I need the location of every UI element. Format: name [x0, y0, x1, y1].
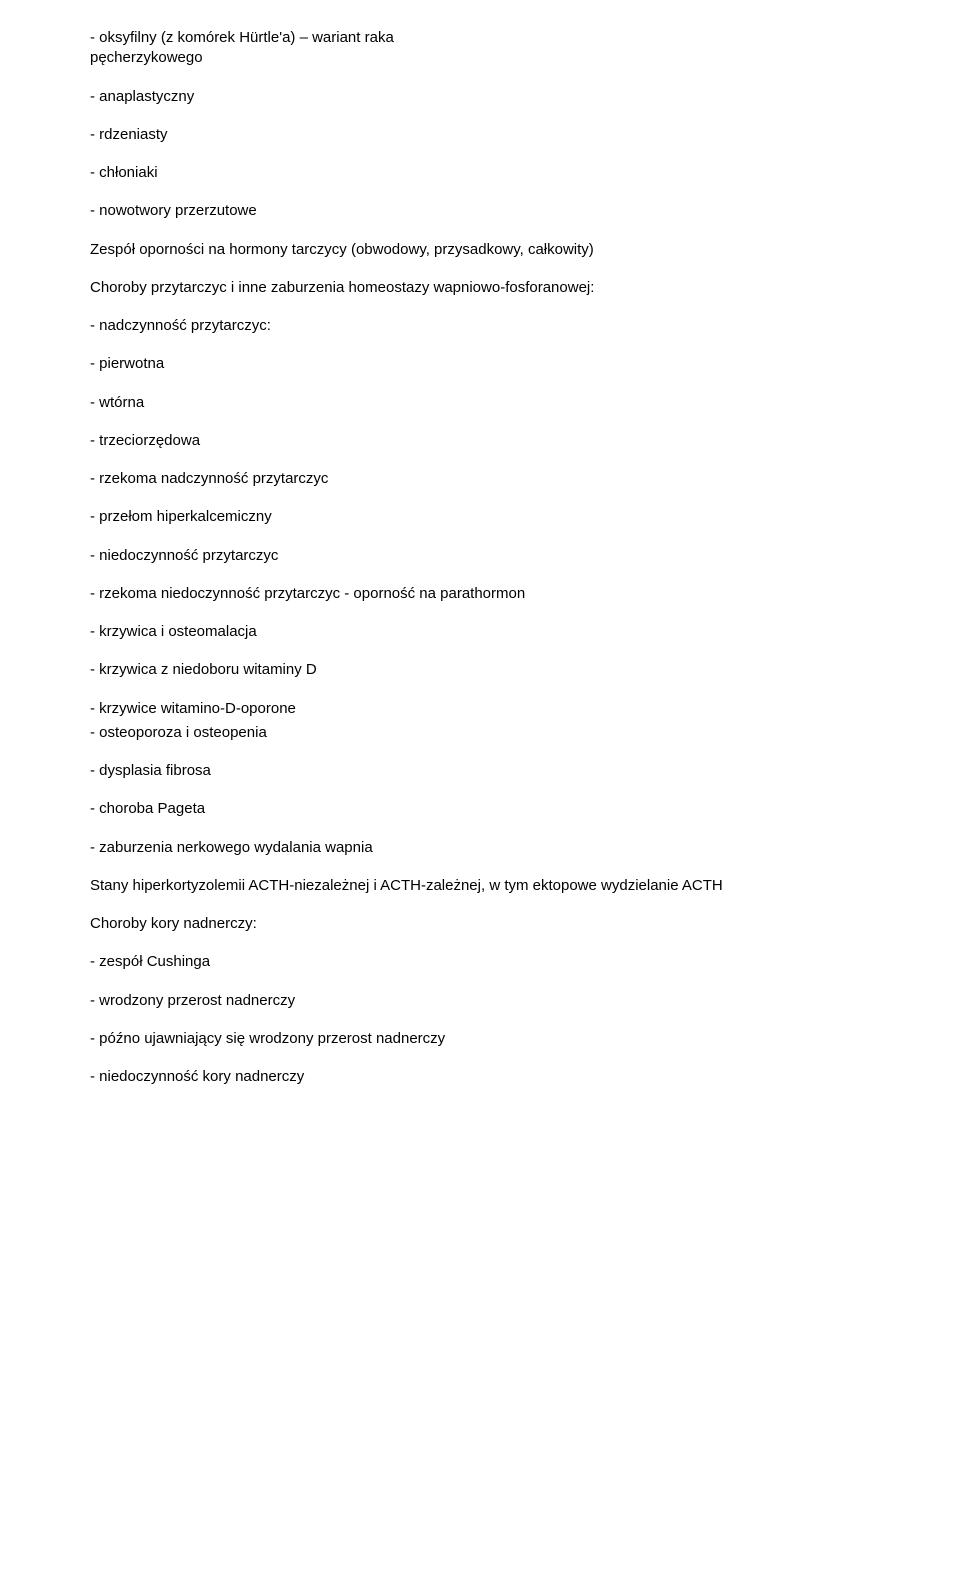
list-item: - przełom hiperkalcemiczny [90, 507, 870, 527]
list-item: - rzekoma nadczynność przytarczyc [90, 469, 870, 489]
list-item: - oksyfilny (z komórek Hürtle'a) – waria… [90, 28, 870, 69]
list-item: - zespół Cushinga [90, 952, 870, 972]
list-item: - choroba Pageta [90, 799, 870, 819]
list-item: - wtórna [90, 393, 870, 413]
text-line: pęcherzykowego [90, 48, 870, 68]
list-item: - niedoczynność kory nadnerczy [90, 1067, 870, 1087]
list-item: - niedoczynność przytarczyc [90, 546, 870, 566]
paragraph: Zespół oporności na hormony tarczycy (ob… [90, 240, 870, 260]
paragraph: Choroby przytarczyc i inne zaburzenia ho… [90, 278, 870, 298]
list-item: - osteoporoza i osteopenia [90, 723, 870, 743]
list-item: - wrodzony przerost nadnerczy [90, 991, 870, 1011]
list-item: - zaburzenia nerkowego wydalania wapnia [90, 838, 870, 858]
text-line: - oksyfilny (z komórek Hürtle'a) – waria… [90, 28, 870, 48]
paragraph: Stany hiperkortyzolemii ACTH-niezależnej… [90, 876, 870, 896]
list-item: - krzywica z niedoboru witaminy D [90, 660, 870, 680]
list-item: - krzywice witamino-D-oporone [90, 699, 870, 719]
list-item: - krzywica i osteomalacja [90, 622, 870, 642]
list-item: - pierwotna [90, 354, 870, 374]
list-item: - rzekoma niedoczynność przytarczyc - op… [90, 584, 870, 604]
list-item: - rdzeniasty [90, 125, 870, 145]
list-item: - nadczynność przytarczyc: [90, 316, 870, 336]
list-item: - chłoniaki [90, 163, 870, 183]
list-item: - późno ujawniający się wrodzony przeros… [90, 1029, 870, 1049]
list-item: - dysplasia fibrosa [90, 761, 870, 781]
list-item: - anaplastyczny [90, 87, 870, 107]
list-item: - trzeciorzędowa [90, 431, 870, 451]
document-page: - oksyfilny (z komórek Hürtle'a) – waria… [0, 0, 960, 1575]
list-item: - nowotwory przerzutowe [90, 201, 870, 221]
paragraph: Choroby kory nadnerczy: [90, 914, 870, 934]
